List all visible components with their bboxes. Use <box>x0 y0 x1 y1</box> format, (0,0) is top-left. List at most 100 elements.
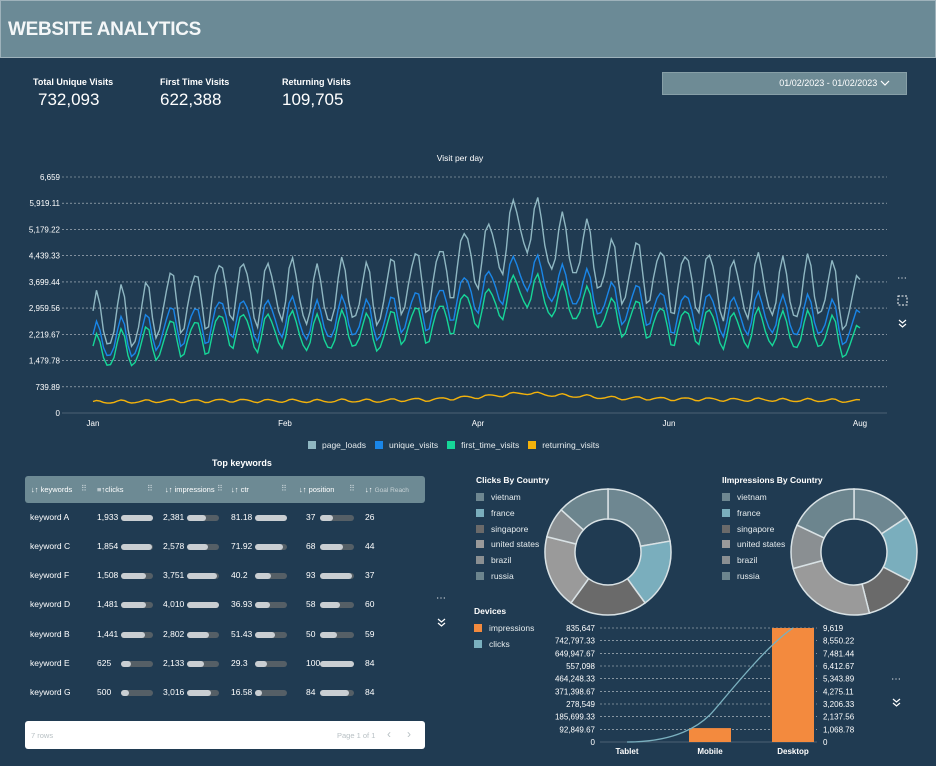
drag-handle-icon[interactable]: ⠿ <box>217 484 223 493</box>
value-bar <box>187 661 219 667</box>
legend-item-united-states[interactable]: united states <box>476 539 539 549</box>
stat-returning: Returning Visits 109,705 <box>282 77 351 110</box>
y-tick-label: 1,479.78 <box>29 357 61 366</box>
legend-label: france <box>737 507 761 518</box>
value-bar <box>320 515 354 521</box>
column-position[interactable]: ↓↑ position <box>299 485 335 494</box>
x-tick-label: Aug <box>853 419 867 428</box>
keyword-cell: keyword C <box>30 541 71 551</box>
table-row[interactable]: keyword E 625 2,133 29.3 100 84 <box>25 656 425 672</box>
clicks-by-country-title: Clicks By Country <box>476 475 550 485</box>
y-tick-label: 4,439.33 <box>29 252 61 261</box>
legend-item-united-states[interactable]: united states <box>722 539 785 549</box>
legend-item-france[interactable]: france <box>722 508 761 518</box>
column-clicks-label: clicks <box>105 485 124 494</box>
table-row[interactable]: keyword B 1,441 2,802 51.43 50 59 <box>25 627 425 643</box>
expand-down-icon[interactable] <box>894 318 910 332</box>
column-goal[interactable]: ↓↑ Goal Reach <box>365 485 409 494</box>
ctr-cell: 36.93 <box>231 599 253 609</box>
goal-cell: 26 <box>365 512 375 522</box>
donut-slice-vietnam[interactable] <box>607 488 671 548</box>
value-bar <box>320 602 354 608</box>
page-indicator: Page 1 of 1 <box>337 731 376 740</box>
stat-value: 732,093 <box>38 90 100 109</box>
goal-cell: 37 <box>365 570 375 580</box>
table-row[interactable]: keyword C 1,854 2,578 71.92 68 44 <box>25 539 425 555</box>
legend-item-singapore[interactable]: singapore <box>476 524 528 534</box>
y-tick-label: 2,219.67 <box>29 330 61 339</box>
legend-swatch <box>722 508 730 517</box>
column-keywords[interactable]: ↓↑ keywords <box>31 485 73 494</box>
drag-handle-icon[interactable]: ⠿ <box>349 484 355 493</box>
keyword-cell: keyword G <box>30 687 71 697</box>
clicks-line <box>626 627 794 743</box>
legend-label: unique_visits <box>388 440 439 450</box>
legend-label: first_time_visits <box>461 440 520 450</box>
clicks-cell: 1,508 <box>97 570 119 580</box>
table-row[interactable]: keyword A 1,933 2,381 81.18 37 26 <box>25 510 425 526</box>
legend-item-brazil[interactable]: brazil <box>476 555 511 565</box>
drag-handle-icon[interactable]: ⠿ <box>281 484 287 493</box>
keyword-cell: keyword F <box>30 570 70 580</box>
bar-impressions-mobile[interactable] <box>689 728 731 742</box>
y-left-tick-label: 835,647 <box>566 624 595 633</box>
legend-item-russia[interactable]: russia <box>476 571 514 581</box>
legend-item-returning_visits[interactable]: returning_visits <box>528 440 599 450</box>
donut-slice-russia[interactable] <box>560 488 609 531</box>
rows-count: 7 rows <box>31 731 54 740</box>
y-right-tick-label: 8,550.22 <box>823 637 855 646</box>
legend-item-vietnam[interactable]: vietnam <box>476 492 521 502</box>
y-tick-label: 0 <box>56 409 61 418</box>
clicks-cell: 500 <box>97 687 112 697</box>
more-options-icon[interactable]: ⋯ <box>897 273 907 284</box>
legend-item-brazil[interactable]: brazil <box>722 555 757 565</box>
legend-item-clicks[interactable]: clicks <box>474 639 510 649</box>
legend-swatch <box>474 640 482 648</box>
y-left-tick-label: 557,098 <box>566 662 595 671</box>
y-tick-label: 2,959.56 <box>29 304 61 313</box>
impressions-cell: 4,010 <box>163 599 185 609</box>
value-bar <box>187 544 219 550</box>
position-cell: 58 <box>306 599 316 609</box>
fullscreen-icon[interactable] <box>894 295 910 309</box>
bar-impressions-desktop[interactable] <box>772 628 814 742</box>
next-page-icon[interactable]: › <box>407 727 411 741</box>
table-row[interactable]: keyword D 1,481 4,010 36.93 58 60 <box>25 597 425 613</box>
legend-item-vietnam[interactable]: vietnam <box>722 492 767 502</box>
x-tick-label: Tablet <box>616 747 639 756</box>
table-row[interactable]: keyword G 500 3,016 16.58 84 84 <box>25 685 425 701</box>
y-right-tick-label: 0 <box>823 738 828 747</box>
value-bar <box>121 544 153 550</box>
donut-slice-russia[interactable] <box>796 488 855 539</box>
table-row[interactable]: keyword F 1,508 3,751 40.2 93 37 <box>25 568 425 584</box>
drag-handle-icon[interactable]: ⠿ <box>147 484 153 493</box>
prev-page-icon[interactable]: ‹ <box>387 727 391 741</box>
legend-item-singapore[interactable]: singapore <box>722 524 774 534</box>
keyword-cell: keyword B <box>30 629 70 639</box>
date-range-picker[interactable]: 01/02/2023 - 01/02/2023 <box>662 72 907 95</box>
y-left-tick-label: 278,549 <box>566 700 595 709</box>
clicks-cell: 625 <box>97 658 112 668</box>
legend-item-first_time_visits[interactable]: first_time_visits <box>447 440 519 450</box>
legend-swatch <box>476 524 484 533</box>
legend-label: vietnam <box>491 492 521 502</box>
legend-item-unique_visits[interactable]: unique_visits <box>374 440 439 450</box>
more-options-icon[interactable]: ⋯ <box>891 674 901 685</box>
legend-item-france[interactable]: france <box>476 508 515 518</box>
clicks-cell: 1,481 <box>97 599 119 609</box>
more-options-icon[interactable]: ⋯ <box>436 593 446 604</box>
expand-down-icon[interactable] <box>888 697 904 711</box>
clicks-cell: 1,854 <box>97 541 119 551</box>
column-ctr[interactable]: ↓↑ ctr <box>231 485 249 494</box>
legend-item-impressions[interactable]: impressions <box>474 623 534 633</box>
column-clicks[interactable]: ≡↑clicks <box>97 485 124 494</box>
column-impressions[interactable]: ↓↑ impressions <box>165 485 215 494</box>
expand-down-icon[interactable] <box>433 617 449 631</box>
legend-item-russia[interactable]: russia <box>722 571 760 581</box>
donut-slice-united-states[interactable] <box>792 559 871 616</box>
y-right-tick-label: 4,275.11 <box>823 687 854 696</box>
legend-swatch <box>476 493 484 501</box>
position-cell: 84 <box>306 687 316 697</box>
legend-item-page_loads[interactable]: page_loads <box>308 440 366 450</box>
drag-handle-icon[interactable]: ⠿ <box>81 484 87 493</box>
